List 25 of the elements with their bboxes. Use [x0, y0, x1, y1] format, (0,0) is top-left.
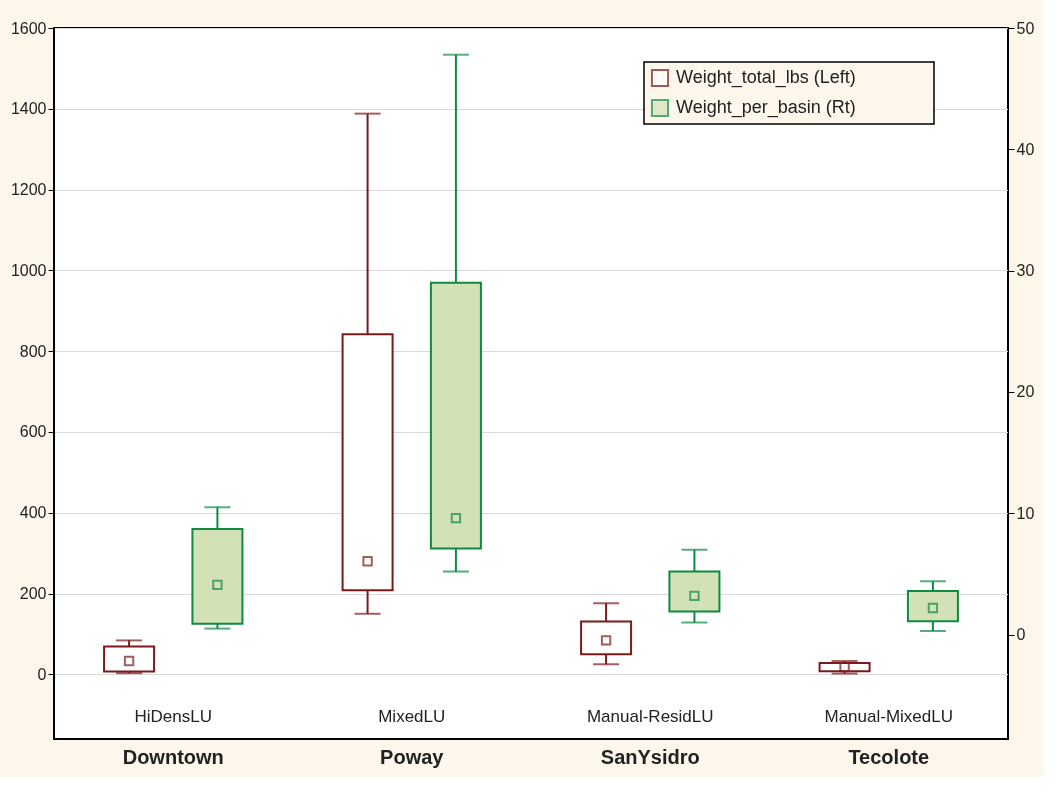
y2-tick-label: 40 [1016, 140, 1035, 158]
y-tick-label: 800 [19, 342, 47, 360]
y-tick-label: 1600 [10, 19, 47, 37]
legend-label: Weight_total_lbs (Left) [676, 67, 856, 88]
y-tick-label: 0 [37, 665, 47, 683]
y-tick-label: 600 [19, 423, 47, 441]
annotation: Manual-MixedLU [824, 707, 953, 727]
x-tick-label: SanYsidro [600, 745, 700, 768]
y-tick-label: 1200 [10, 181, 47, 199]
y2-tick-label: 50 [1016, 19, 1035, 37]
x-tick-label: Downtown [122, 745, 224, 768]
y2-tick-label: 10 [1016, 504, 1035, 522]
y-tick-label: 1400 [10, 100, 47, 118]
legend-label: Weight_per_basin (Rt) [676, 97, 856, 118]
y-tick-label: 400 [19, 504, 47, 522]
y-tick-label: 200 [19, 585, 47, 603]
x-tick-label: Poway [380, 745, 445, 768]
y2-tick-label: 0 [1016, 626, 1026, 644]
y2-tick-label: 20 [1016, 383, 1035, 401]
x-tick-label: Tecolote [848, 745, 930, 768]
y-tick-label: 1000 [10, 261, 47, 279]
y2-tick-label: 30 [1016, 262, 1035, 280]
annotation: HiDensLU [134, 707, 212, 727]
annotation: Manual-ResidLU [586, 707, 714, 727]
annotation: MixedLU [378, 707, 446, 727]
